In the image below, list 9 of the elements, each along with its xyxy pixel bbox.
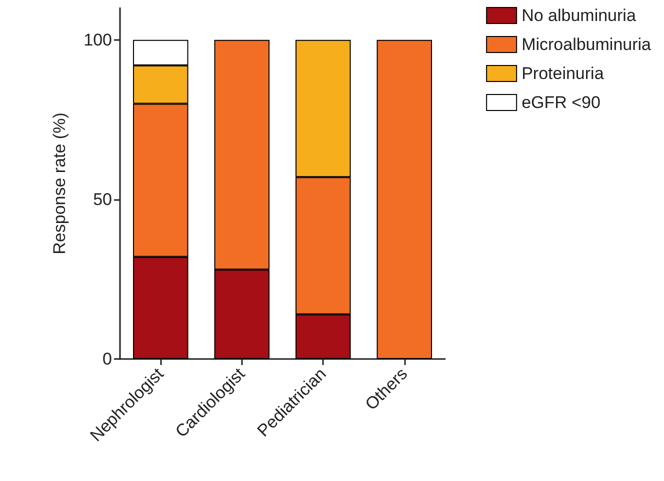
y-axis-title: Response rate (%)	[50, 112, 69, 254]
y-tick-label: 100	[84, 30, 112, 50]
legend-label: No albuminuria	[522, 6, 636, 25]
legend-label: Proteinuria	[522, 64, 604, 83]
legend-label: Microalbuminuria	[522, 35, 652, 54]
y-tick-label: 50	[93, 190, 112, 209]
bar	[376, 40, 432, 359]
legend-label: eGFR <90	[522, 93, 600, 112]
y-tick-label: 0	[102, 350, 112, 368]
